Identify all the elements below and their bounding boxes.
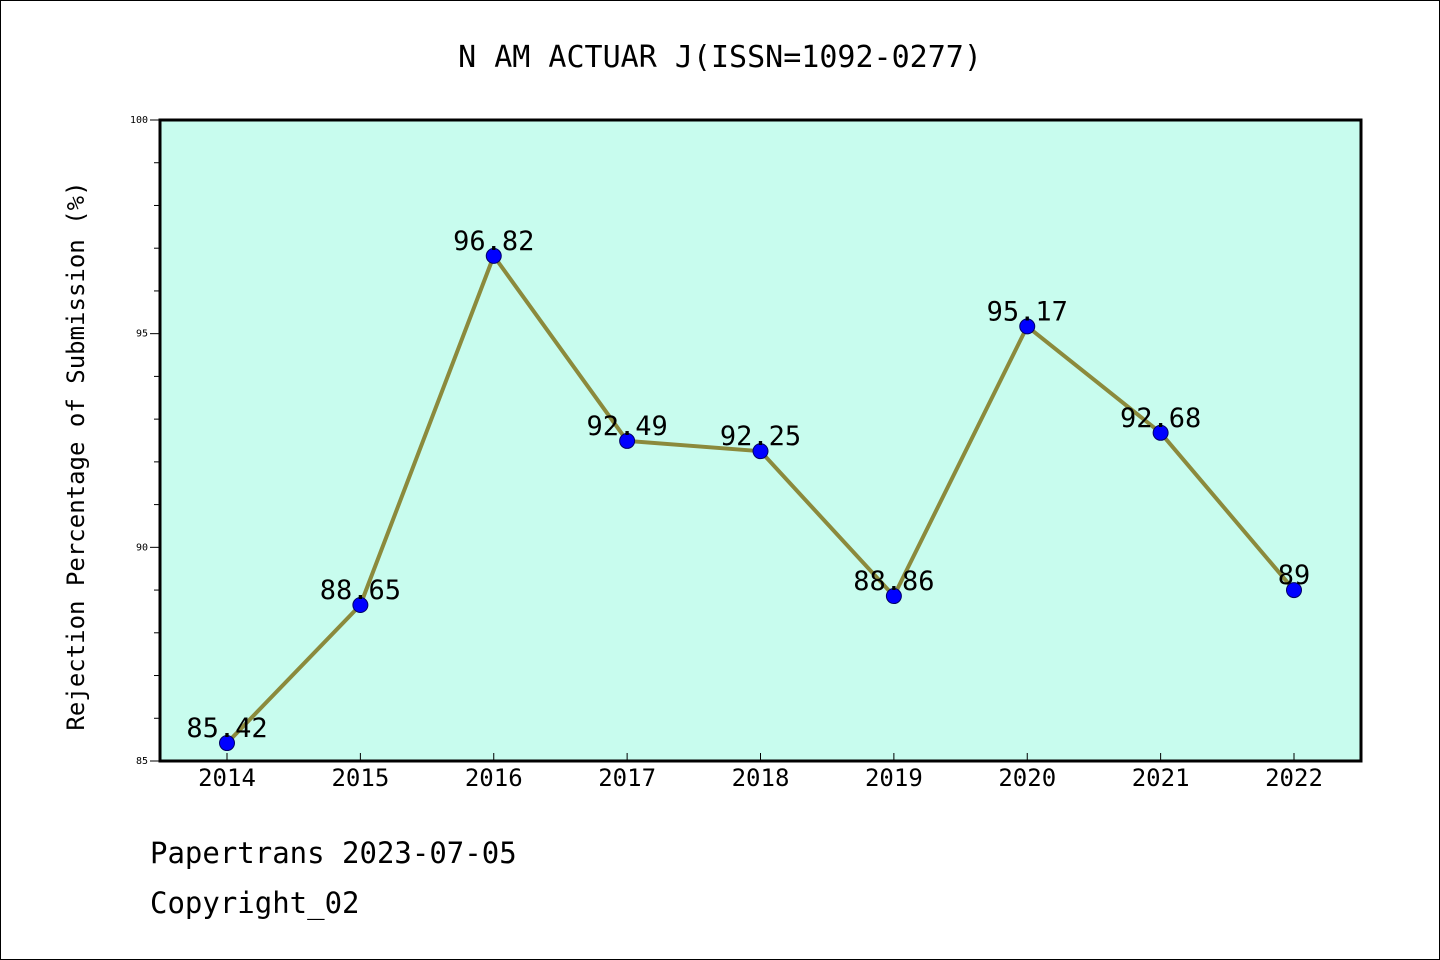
data-label: 85.42 bbox=[186, 713, 267, 744]
x-tick-label: 2016 bbox=[465, 764, 523, 792]
data-point bbox=[1286, 582, 1302, 599]
footer-copyright-text: Copyright_02 bbox=[150, 886, 360, 920]
data-point bbox=[219, 735, 235, 752]
x-tick-label: 2017 bbox=[598, 764, 656, 792]
x-tick-label: 2014 bbox=[198, 764, 256, 792]
footer-date-text: Papertrans 2023-07-05 bbox=[150, 836, 517, 870]
data-label: 95.17 bbox=[987, 296, 1068, 327]
data-point bbox=[352, 597, 369, 614]
x-axis-ticks: 2014 2015 2016 2017 2018 2019 2020 2021 2022 bbox=[198, 753, 1323, 792]
series-markers bbox=[219, 247, 1302, 752]
data-point bbox=[619, 432, 636, 449]
y-axis-label: Rejection Percentage of Submission (%) bbox=[62, 181, 90, 730]
data-label: 92.68 bbox=[1120, 403, 1201, 434]
y-tick-label: 90 bbox=[136, 542, 148, 553]
data-point bbox=[1152, 424, 1169, 441]
data-label: 96.82 bbox=[453, 226, 534, 257]
data-point bbox=[885, 588, 902, 605]
data-point bbox=[1019, 318, 1036, 335]
data-label: 89 bbox=[1278, 560, 1311, 591]
y-tick-label: 95 bbox=[136, 329, 148, 340]
y-tick-label: 85 bbox=[136, 756, 148, 767]
x-tick-label: 2018 bbox=[732, 764, 790, 792]
data-label: 92.25 bbox=[720, 421, 801, 452]
plot-border bbox=[158, 118, 1363, 763]
y-axis-ticks: 85 90 95 100 bbox=[130, 115, 160, 767]
data-point bbox=[485, 247, 502, 264]
data-label: 92.49 bbox=[586, 411, 667, 442]
x-tick-label: 2019 bbox=[865, 764, 923, 792]
x-tick-label: 2022 bbox=[1265, 764, 1323, 792]
data-label: 88.86 bbox=[853, 566, 934, 597]
data-label: 88.65 bbox=[320, 575, 401, 606]
x-tick-label: 2015 bbox=[331, 764, 389, 792]
x-tick-label: 2020 bbox=[998, 764, 1056, 792]
data-point bbox=[752, 443, 769, 460]
chart-title: N AM ACTUAR J(ISSN=1092-0277) bbox=[458, 40, 982, 75]
y-tick-label: 100 bbox=[130, 115, 148, 126]
data-labels: 85.42 88.65 96.82 92.49 92.25 88.86 95.17 92.68… bbox=[186, 226, 1310, 744]
x-tick-label: 2021 bbox=[1132, 764, 1190, 792]
